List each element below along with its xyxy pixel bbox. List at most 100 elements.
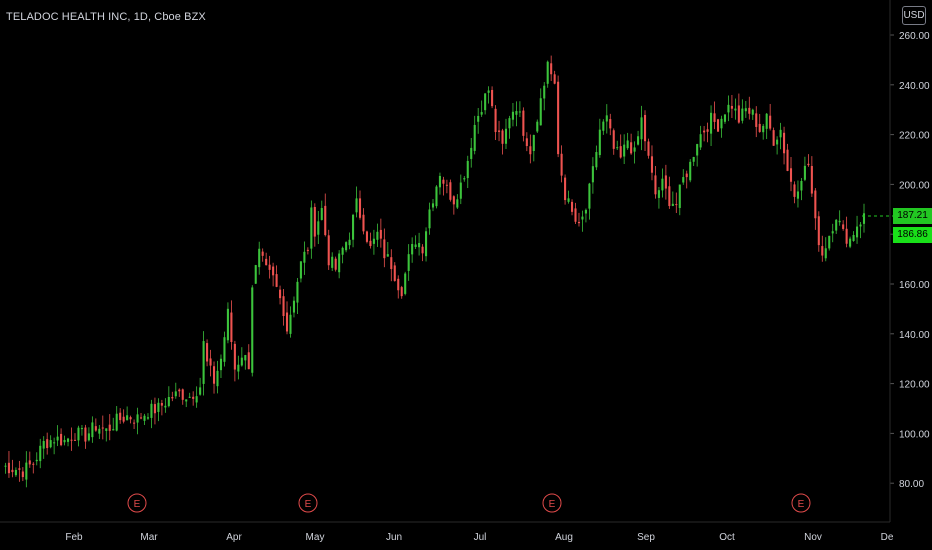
candle-body[interactable] [849,238,852,247]
candle-body[interactable] [716,119,720,132]
candle-body[interactable] [831,231,834,234]
candle-body[interactable] [122,416,125,422]
candle-body[interactable] [32,463,35,465]
candle-body[interactable] [188,396,191,398]
candle-body[interactable] [491,89,494,107]
candle-body[interactable] [199,387,202,395]
candle-body[interactable] [560,153,563,176]
candle-body[interactable] [150,403,153,418]
candle-body[interactable] [206,343,209,362]
candle-body[interactable] [383,239,386,259]
candle-body[interactable] [348,239,351,246]
candle-body[interactable] [623,144,626,157]
candle-body[interactable] [751,109,754,115]
candle-body[interactable] [595,152,598,168]
candle-body[interactable] [511,111,514,120]
candle-body[interactable] [765,113,768,129]
candle-body[interactable] [529,146,532,155]
candle-body[interactable] [828,235,831,249]
candle-body[interactable] [299,261,302,279]
candle-body[interactable] [459,182,462,199]
candle-body[interactable] [626,140,629,149]
candle-body[interactable] [564,177,567,201]
candle-body[interactable] [334,258,337,270]
candle-body[interactable] [327,235,330,266]
candle-body[interactable] [713,113,716,122]
candle-body[interactable] [710,112,713,134]
candle-body[interactable] [776,139,779,145]
candle-body[interactable] [209,358,212,366]
candle-body[interactable] [185,399,188,402]
time-axis[interactable]: Feb Mar Apr May Jun Jul Aug Sep Oct Nov De [0,521,894,543]
candle-body[interactable] [397,278,400,291]
candle-body[interactable] [480,112,483,115]
candle-body[interactable] [602,121,605,131]
candle-body[interactable] [143,415,146,421]
candle-body[interactable] [817,216,820,246]
candle-body[interactable] [216,370,219,387]
candle-body[interactable] [786,149,789,171]
candle-body[interactable] [42,441,45,449]
candle-body[interactable] [470,147,473,159]
earnings-marker-circle[interactable] [791,493,811,513]
candle-body[interactable] [518,111,521,113]
candle-body[interactable] [671,203,674,206]
candle-body[interactable] [637,136,640,145]
candle-body[interactable] [661,178,664,191]
candle-body[interactable] [477,115,480,122]
candle-body[interactable] [842,224,845,229]
candle-body[interactable] [748,107,751,114]
candle-body[interactable] [522,110,525,136]
candle-body[interactable] [275,274,278,287]
candle-body[interactable] [473,124,476,151]
candle-body[interactable] [174,391,177,397]
candle-body[interactable] [404,273,407,294]
candle-body[interactable] [706,129,709,132]
candle-body[interactable] [282,296,285,317]
candle-body[interactable] [647,141,650,156]
candle-body[interactable] [570,201,574,212]
candle-body[interactable] [504,128,508,144]
candle-body[interactable] [845,228,848,244]
candle-body[interactable] [557,81,560,155]
candle-body[interactable] [609,119,612,129]
candle-body[interactable] [619,146,622,158]
candle-body[interactable] [171,397,174,399]
candle-body[interactable] [435,186,438,207]
candle-body[interactable] [119,412,122,421]
candle-body[interactable] [369,240,372,247]
candle-body[interactable] [591,166,594,183]
candle-body[interactable] [160,403,163,406]
candle-body[interactable] [94,426,97,431]
candle-body[interactable] [202,341,205,384]
candle-body[interactable] [73,439,77,441]
candle-body[interactable] [769,115,772,129]
candle-body[interactable] [324,205,327,236]
candle-body[interactable] [181,389,184,400]
candle-body[interactable] [56,436,59,441]
candle-body[interactable] [63,439,66,443]
candle-body[interactable] [835,219,838,231]
candle-body[interactable] [345,242,348,251]
candle-body[interactable] [682,177,685,183]
candle-body[interactable] [418,243,421,248]
candle-body[interactable] [39,445,42,462]
candle-body[interactable] [720,118,723,129]
candle-body[interactable] [675,204,678,206]
candle-body[interactable] [115,413,118,431]
candle-body[interactable] [313,207,316,237]
candle-body[interactable] [824,248,827,259]
candle-body[interactable] [390,257,393,270]
candle-body[interactable] [758,123,761,132]
candle-body[interactable] [449,182,452,200]
candle-body[interactable] [365,231,369,242]
candle-body[interactable] [192,396,195,399]
candle-body[interactable] [744,108,747,112]
candle-body[interactable] [810,166,813,194]
candle-body[interactable] [240,357,243,366]
candle-body[interactable] [393,265,396,281]
candle-body[interactable] [46,439,49,449]
candle-body[interactable] [108,424,111,431]
earnings-marker-circle[interactable] [298,493,318,513]
